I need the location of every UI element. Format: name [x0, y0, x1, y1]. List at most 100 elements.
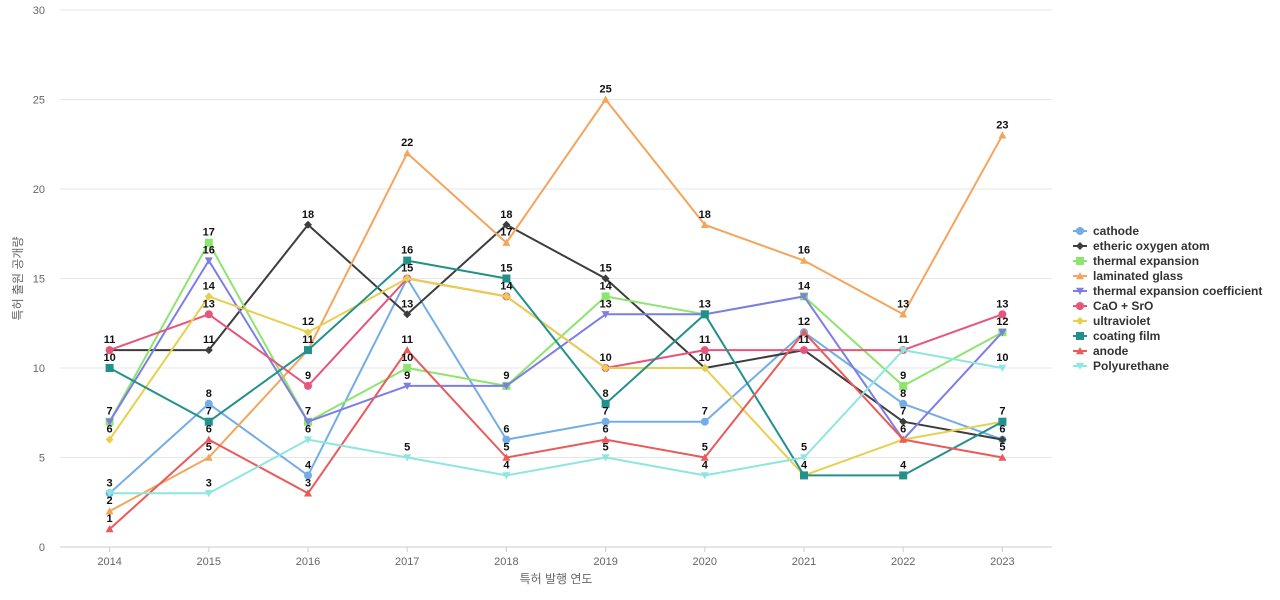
legend-item-cao-sro[interactable]: CaO + SrO — [1073, 299, 1153, 313]
data-point — [601, 311, 610, 319]
legend-item-laminated-glass[interactable]: laminated glass — [1073, 269, 1183, 283]
data-point — [899, 417, 908, 426]
data-point — [700, 346, 709, 355]
data-label: 3 — [107, 477, 113, 489]
data-point — [601, 454, 610, 462]
data-label: 10 — [996, 352, 1008, 364]
data-point — [105, 490, 114, 498]
legend-item-thermal-expansion[interactable]: thermal expansion — [1073, 254, 1199, 268]
y-tick-label: 30 — [33, 5, 45, 17]
data-label: 10 — [401, 352, 413, 364]
legend-item-polyurethane[interactable]: Polyurethane — [1073, 359, 1169, 373]
x-axis-ticks: 2014 2015 2016 2017 2018 2019 2020 2021 2022 2023 — [97, 547, 1015, 568]
data-label: 7 — [999, 406, 1005, 418]
data-point — [502, 453, 511, 461]
legend-item-coating-film[interactable]: coating film — [1073, 329, 1160, 343]
data-point — [105, 418, 114, 426]
data-point — [601, 95, 610, 103]
data-label: 9 — [900, 370, 906, 382]
data-label: 2 — [107, 495, 113, 507]
data-point — [502, 472, 511, 480]
data-point — [700, 417, 709, 426]
data-label: 6 — [999, 424, 1005, 436]
x-tick-label: 2023 — [990, 556, 1014, 568]
data-point — [204, 490, 213, 498]
series-line-ultraviolet — [108, 277, 1003, 477]
legend-marker — [1076, 347, 1084, 355]
legend-label: etheric oxygen atom — [1093, 239, 1210, 253]
data-label: 3 — [206, 477, 212, 489]
legend-item-thermal-expansion-coefficient[interactable]: thermal expansion coefficient — [1073, 284, 1262, 298]
data-point — [502, 220, 511, 229]
data-point — [403, 454, 412, 462]
data-label: 8 — [206, 388, 212, 400]
data-point — [601, 364, 610, 372]
data-point — [998, 364, 1007, 372]
data-label: 14 — [500, 280, 513, 292]
legend-item-cathode[interactable]: cathode — [1073, 224, 1139, 238]
data-labels: 3117261018111751613147634187119123615131… — [103, 84, 1008, 526]
data-point — [800, 346, 808, 355]
series-line-polyurethane — [109, 349, 1003, 495]
legend-item-anode[interactable]: anode — [1073, 344, 1129, 358]
legend-marker — [1076, 287, 1084, 295]
legend-marker — [1076, 332, 1084, 340]
legend-label: coating film — [1093, 329, 1160, 343]
legend-marker — [1076, 317, 1084, 325]
legend-label: cathode — [1093, 224, 1139, 238]
x-tick-label: 2014 — [97, 556, 121, 568]
data-label: 11 — [798, 334, 810, 346]
data-label: 13 — [203, 298, 215, 310]
data-point — [800, 454, 808, 462]
data-point — [105, 507, 114, 515]
data-label: 9 — [305, 370, 311, 382]
data-label: 5 — [801, 442, 807, 454]
data-label: 10 — [699, 352, 711, 364]
data-point — [502, 435, 511, 444]
data-point — [601, 292, 610, 301]
data-point — [998, 329, 1007, 337]
data-label: 11 — [897, 334, 909, 346]
data-label: 18 — [500, 209, 512, 221]
legend-marker — [1076, 257, 1084, 265]
legend-item-ultraviolet[interactable]: ultraviolet — [1073, 314, 1150, 328]
data-point — [403, 364, 412, 372]
data-point — [204, 310, 213, 319]
data-label: 11 — [203, 334, 215, 346]
data-point — [304, 328, 312, 337]
series-polyurethane — [105, 346, 1007, 498]
y-tick-label: 10 — [33, 363, 45, 375]
data-label: 25 — [599, 84, 611, 96]
x-tick-label: 2016 — [296, 556, 320, 568]
data-point — [899, 435, 908, 443]
data-label: 14 — [203, 280, 216, 292]
data-label: 7 — [900, 406, 906, 418]
series-line-thermal-expansion-coefficient — [108, 259, 1004, 441]
data-point — [700, 364, 709, 372]
data-label: 11 — [104, 334, 116, 346]
data-point — [105, 346, 114, 355]
data-point — [800, 328, 808, 336]
data-label: 6 — [900, 424, 906, 436]
legend-item-etheric-oxygen-atom[interactable]: etheric oxygen atom — [1073, 239, 1210, 253]
x-tick-label: 2019 — [593, 556, 617, 568]
legend-marker — [1076, 302, 1084, 310]
data-point — [800, 471, 808, 480]
data-point — [403, 149, 412, 157]
x-tick-label: 2015 — [197, 556, 221, 568]
legend-label: CaO + SrO — [1093, 299, 1153, 313]
data-point — [998, 453, 1007, 461]
data-label: 15 — [401, 263, 413, 275]
data-point — [899, 471, 908, 480]
x-axis-title: 특허 발행 연도 — [520, 571, 593, 586]
data-point — [700, 453, 709, 461]
data-label: 17 — [500, 227, 512, 239]
x-tick-label: 2021 — [792, 556, 816, 568]
data-label: 1 — [107, 513, 113, 525]
legend-label: Polyurethane — [1093, 359, 1169, 373]
data-point — [700, 310, 709, 319]
data-point — [304, 418, 312, 426]
data-label: 16 — [798, 245, 810, 257]
data-point — [403, 274, 412, 283]
